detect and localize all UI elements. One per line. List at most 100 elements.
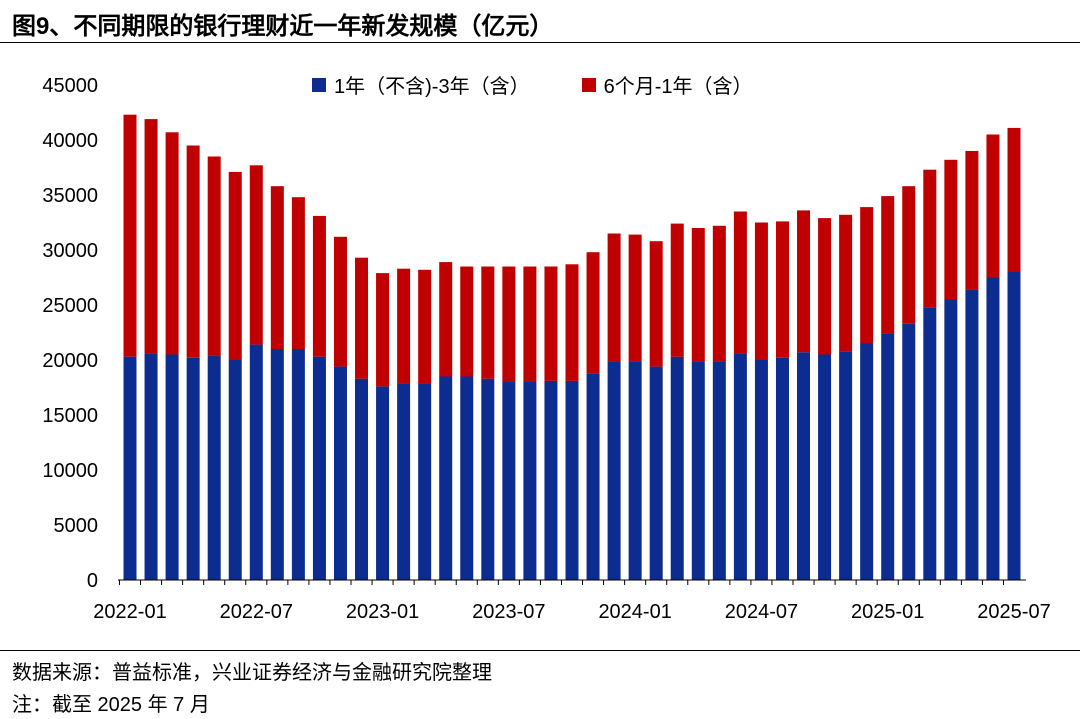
x-tick-label: 2024-01 xyxy=(598,601,671,623)
bar-6m-1y xyxy=(670,223,684,357)
bar-6m-1y xyxy=(733,211,747,354)
bar-1-3y xyxy=(523,382,537,580)
bar-6m-1y xyxy=(228,171,242,360)
y-tick-label: 35000 xyxy=(42,185,98,207)
bar-1-3y xyxy=(186,357,200,580)
legend: 1年（不含)-3年（含） 6个月-1年（含） xyxy=(312,70,752,99)
bar-6m-1y xyxy=(797,210,811,353)
x-tick-label: 2025-01 xyxy=(851,601,924,623)
bar-6m-1y xyxy=(165,132,179,355)
bar-1-3y xyxy=(733,353,747,580)
bar-6m-1y xyxy=(691,228,705,362)
bar-1-3y xyxy=(754,360,768,580)
x-tick-label: 2023-01 xyxy=(346,601,419,623)
bar-6m-1y xyxy=(376,273,390,387)
bar-6m-1y xyxy=(123,114,137,357)
bar-1-3y xyxy=(691,361,705,580)
bar-6m-1y xyxy=(923,169,937,308)
bar-1-3y xyxy=(228,360,242,580)
bar-1-3y xyxy=(944,299,958,580)
x-tick-label: 2023-07 xyxy=(472,601,545,623)
bar-6m-1y xyxy=(881,196,895,334)
x-tick-label: 2022-07 xyxy=(220,601,293,623)
bar-1-3y xyxy=(565,380,579,580)
bar-1-3y xyxy=(670,356,684,580)
bar-6m-1y xyxy=(460,266,474,377)
bar-1-3y xyxy=(839,351,853,580)
y-tick-label: 10000 xyxy=(42,460,98,482)
x-tick-label: 2022-01 xyxy=(93,601,166,623)
bar-1-3y xyxy=(628,361,642,580)
x-tick-label: 2025-07 xyxy=(977,601,1050,623)
bar-1-3y xyxy=(712,361,726,580)
bar-1-3y xyxy=(902,323,916,580)
bar-1-3y xyxy=(775,357,789,580)
bar-6m-1y xyxy=(439,262,453,377)
bar-1-3y xyxy=(355,378,369,580)
y-tick-label: 40000 xyxy=(42,130,98,152)
bar-6m-1y xyxy=(986,134,1000,278)
bar-1-3y xyxy=(439,376,453,580)
bar-6m-1y xyxy=(186,145,200,358)
bar-6m-1y xyxy=(481,266,495,379)
y-tick-label: 25000 xyxy=(42,295,98,317)
bar-6m-1y xyxy=(207,156,221,356)
bar-6m-1y xyxy=(502,266,516,382)
bar-1-3y xyxy=(291,349,305,580)
bar-6m-1y xyxy=(523,266,537,382)
bar-1-3y xyxy=(376,386,390,580)
y-tick-label: 45000 xyxy=(42,75,98,97)
y-tick-label: 0 xyxy=(87,570,98,592)
bar-6m-1y xyxy=(1007,127,1021,273)
legend-item-6m-1y: 6个月-1年（含） xyxy=(581,70,753,99)
y-tick-label: 20000 xyxy=(42,350,98,372)
bar-1-3y xyxy=(123,356,137,580)
bar-6m-1y xyxy=(270,186,284,349)
bar-1-3y xyxy=(165,354,179,580)
stacked-bar-chart: 0 5000 10000 15000 20000 25000 30000 35000 40000… xyxy=(42,75,1050,623)
bar-1-3y xyxy=(144,353,158,580)
bar-6m-1y xyxy=(544,266,558,381)
footer-divider xyxy=(0,650,1080,651)
bar-1-3y xyxy=(312,356,326,580)
bar-1-3y xyxy=(460,376,474,580)
bar-1-3y xyxy=(607,361,621,580)
bar-6m-1y xyxy=(607,233,621,362)
bar-1-3y xyxy=(270,349,284,580)
bar-6m-1y xyxy=(249,165,263,345)
bar-1-3y xyxy=(418,383,432,580)
legend-item-1-3y: 1年（不含)-3年（含） xyxy=(312,70,530,99)
bar-1-3y xyxy=(586,373,600,580)
bar-1-3y xyxy=(333,366,347,580)
bar-6m-1y xyxy=(775,221,789,358)
bar-6m-1y xyxy=(355,257,369,379)
bar-6m-1y xyxy=(312,215,326,357)
legend-label: 6个月-1年（含） xyxy=(603,76,753,98)
bar-1-3y xyxy=(881,333,895,580)
bar-6m-1y xyxy=(291,197,305,349)
y-tick-label: 30000 xyxy=(42,240,98,262)
bar-1-3y xyxy=(207,355,221,580)
bar-6m-1y xyxy=(565,264,579,381)
bar-6m-1y xyxy=(860,207,874,344)
legend-swatch xyxy=(581,77,596,92)
bar-1-3y xyxy=(818,354,832,580)
bar-1-3y xyxy=(923,307,937,580)
bar-6m-1y xyxy=(418,269,432,384)
bar-1-3y xyxy=(1007,272,1021,580)
bar-6m-1y xyxy=(818,218,832,355)
bar-1-3y xyxy=(649,366,663,580)
bar-6m-1y xyxy=(965,151,979,290)
x-tick-label: 2024-07 xyxy=(725,601,798,623)
bar-1-3y xyxy=(965,289,979,580)
title-divider xyxy=(0,42,1080,43)
bar-6m-1y xyxy=(944,159,958,300)
bar-6m-1y xyxy=(649,241,663,367)
bar-1-3y xyxy=(481,378,495,580)
bar-6m-1y xyxy=(754,222,768,360)
bar-1-3y xyxy=(502,382,516,580)
bar-6m-1y xyxy=(712,225,726,362)
legend-swatch xyxy=(312,77,326,92)
chart-title: 图9、不同期限的银行理财近一年新发规模（亿元） xyxy=(12,13,554,40)
source-note: 数据来源：普益标准，兴业证券经济与金融研究院整理 xyxy=(12,662,492,684)
